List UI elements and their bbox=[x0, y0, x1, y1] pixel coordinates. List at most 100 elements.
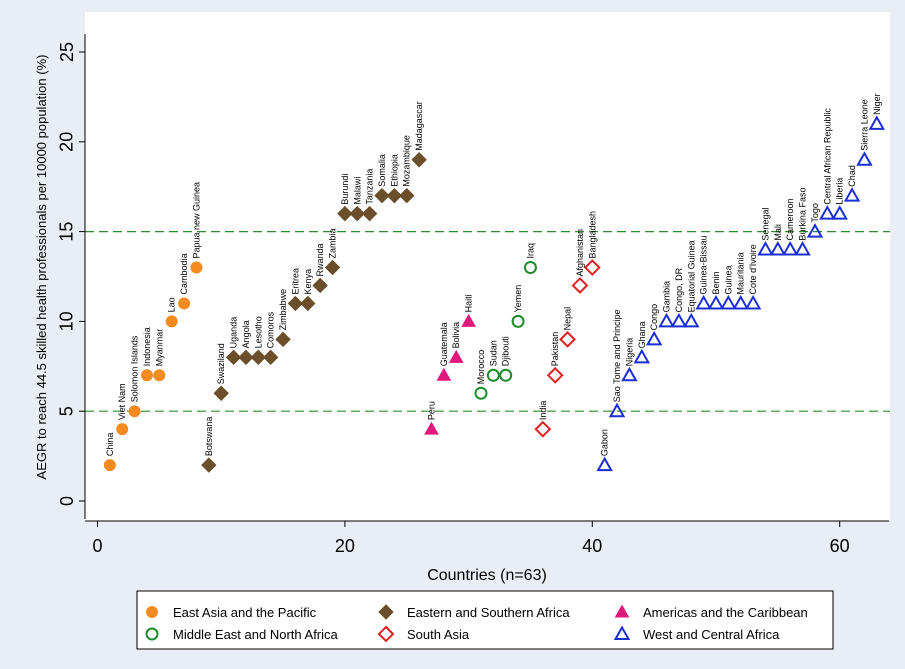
point-label: Bangladesh bbox=[587, 211, 597, 259]
data-point bbox=[670, 312, 688, 328]
point-label: Madagascar bbox=[414, 101, 424, 151]
point-label: Burundi bbox=[340, 174, 350, 205]
data-point bbox=[300, 295, 316, 312]
data-point bbox=[128, 405, 141, 418]
x-axis-title: Countries (n=63) bbox=[427, 567, 547, 584]
data-point bbox=[201, 457, 217, 473]
data-point bbox=[596, 456, 613, 472]
legend-label: Middle East and North Africa bbox=[173, 627, 339, 642]
data-point bbox=[782, 241, 799, 256]
point-label: Burkina Faso bbox=[798, 188, 808, 241]
legend-label: West and Central Africa bbox=[643, 627, 780, 642]
point-label: Sierra Leone bbox=[859, 99, 869, 151]
point-label: Nigeria bbox=[624, 338, 634, 367]
point-label: Mozambique bbox=[402, 135, 412, 187]
data-point bbox=[250, 349, 267, 366]
legend: East Asia and the Pacific Eastern and Sou… bbox=[136, 590, 834, 650]
point-label: Cote d'Ivoire bbox=[748, 244, 758, 294]
data-point bbox=[683, 312, 700, 328]
data-point bbox=[806, 223, 824, 238]
point-label: Nepal bbox=[563, 307, 573, 331]
point-label: Guatemala bbox=[439, 322, 449, 366]
data-point bbox=[856, 151, 873, 166]
data-point bbox=[819, 205, 836, 220]
data-point bbox=[424, 421, 439, 435]
point-label: Chad bbox=[847, 165, 857, 187]
point-label: Senegal bbox=[760, 208, 770, 241]
point-label: Guinea bbox=[723, 265, 733, 294]
data-point bbox=[474, 386, 488, 400]
point-label: Zambia bbox=[328, 229, 338, 259]
legend-marker bbox=[146, 606, 158, 618]
data-point bbox=[436, 367, 452, 381]
data-point bbox=[349, 205, 365, 222]
point-label: Guinea-Bissau bbox=[699, 235, 709, 294]
data-point bbox=[831, 205, 848, 220]
point-label: Congo bbox=[649, 304, 659, 331]
plot-area bbox=[85, 12, 890, 521]
point-label: Mauritania bbox=[736, 252, 746, 294]
point-label: Benin bbox=[711, 271, 721, 294]
point-label: Sudan bbox=[488, 340, 498, 366]
y-tick-label: 20 bbox=[57, 132, 77, 152]
point-label: Solomon Islands bbox=[130, 335, 140, 402]
point-label: Botswana bbox=[204, 417, 214, 457]
data-point bbox=[103, 459, 116, 472]
data-point bbox=[511, 314, 525, 328]
data-point bbox=[461, 313, 476, 327]
data-point bbox=[262, 349, 279, 366]
data-point bbox=[324, 259, 341, 276]
point-label: Viet Nam bbox=[117, 383, 127, 420]
point-label: Lesotho bbox=[253, 316, 263, 348]
data-point bbox=[571, 277, 589, 294]
data-point bbox=[732, 294, 749, 310]
data-point bbox=[843, 187, 861, 202]
data-point bbox=[153, 369, 166, 382]
data-point bbox=[116, 423, 129, 436]
legend-marker bbox=[145, 627, 159, 641]
data-point bbox=[312, 277, 328, 294]
data-point bbox=[386, 187, 403, 204]
point-label: Mali bbox=[773, 224, 783, 241]
reference-lines bbox=[85, 231, 890, 412]
point-label: Ghana bbox=[637, 321, 647, 348]
data-point bbox=[695, 294, 712, 310]
data-point bbox=[546, 366, 564, 384]
data-point bbox=[238, 349, 254, 366]
y-axis-title: AEGR to reach 44.5 skilled health profes… bbox=[34, 55, 49, 480]
data-point bbox=[608, 402, 626, 418]
data-point bbox=[868, 115, 886, 130]
data-point bbox=[757, 241, 774, 256]
point-label: Indonesia bbox=[142, 327, 152, 366]
point-label: Gabon bbox=[600, 429, 610, 456]
legend-items: East Asia and the Pacific Eastern and Sou… bbox=[145, 604, 808, 643]
data-point bbox=[523, 261, 537, 275]
data-point bbox=[633, 348, 650, 364]
point-label: Liberia bbox=[835, 178, 845, 205]
legend-label: Americas and the Caribbean bbox=[643, 605, 808, 620]
data-point bbox=[213, 385, 229, 401]
point-label: Eritrea bbox=[290, 268, 300, 295]
data-point bbox=[645, 330, 663, 346]
y-tick-label: 25 bbox=[57, 42, 77, 62]
data-point bbox=[190, 261, 203, 274]
data-point bbox=[486, 368, 500, 382]
data-point bbox=[658, 312, 675, 328]
point-label: Equatorial Guinea bbox=[686, 240, 696, 312]
point-label: Rwanda bbox=[315, 243, 325, 276]
data-point bbox=[534, 420, 552, 438]
data-point bbox=[769, 241, 787, 256]
data-point bbox=[337, 205, 353, 222]
legend-label: East Asia and the Pacific bbox=[173, 605, 317, 620]
legend-marker bbox=[614, 604, 630, 618]
legend-box bbox=[136, 590, 834, 650]
y-tick-label: 10 bbox=[57, 311, 77, 331]
data-point bbox=[399, 187, 415, 204]
point-label: Cambodia bbox=[179, 253, 189, 294]
x-tick-label: 20 bbox=[335, 536, 355, 556]
data-point bbox=[225, 349, 242, 366]
point-label: Myanmar bbox=[154, 329, 164, 367]
data-point bbox=[178, 297, 191, 310]
point-label: Bolivia bbox=[451, 322, 461, 349]
